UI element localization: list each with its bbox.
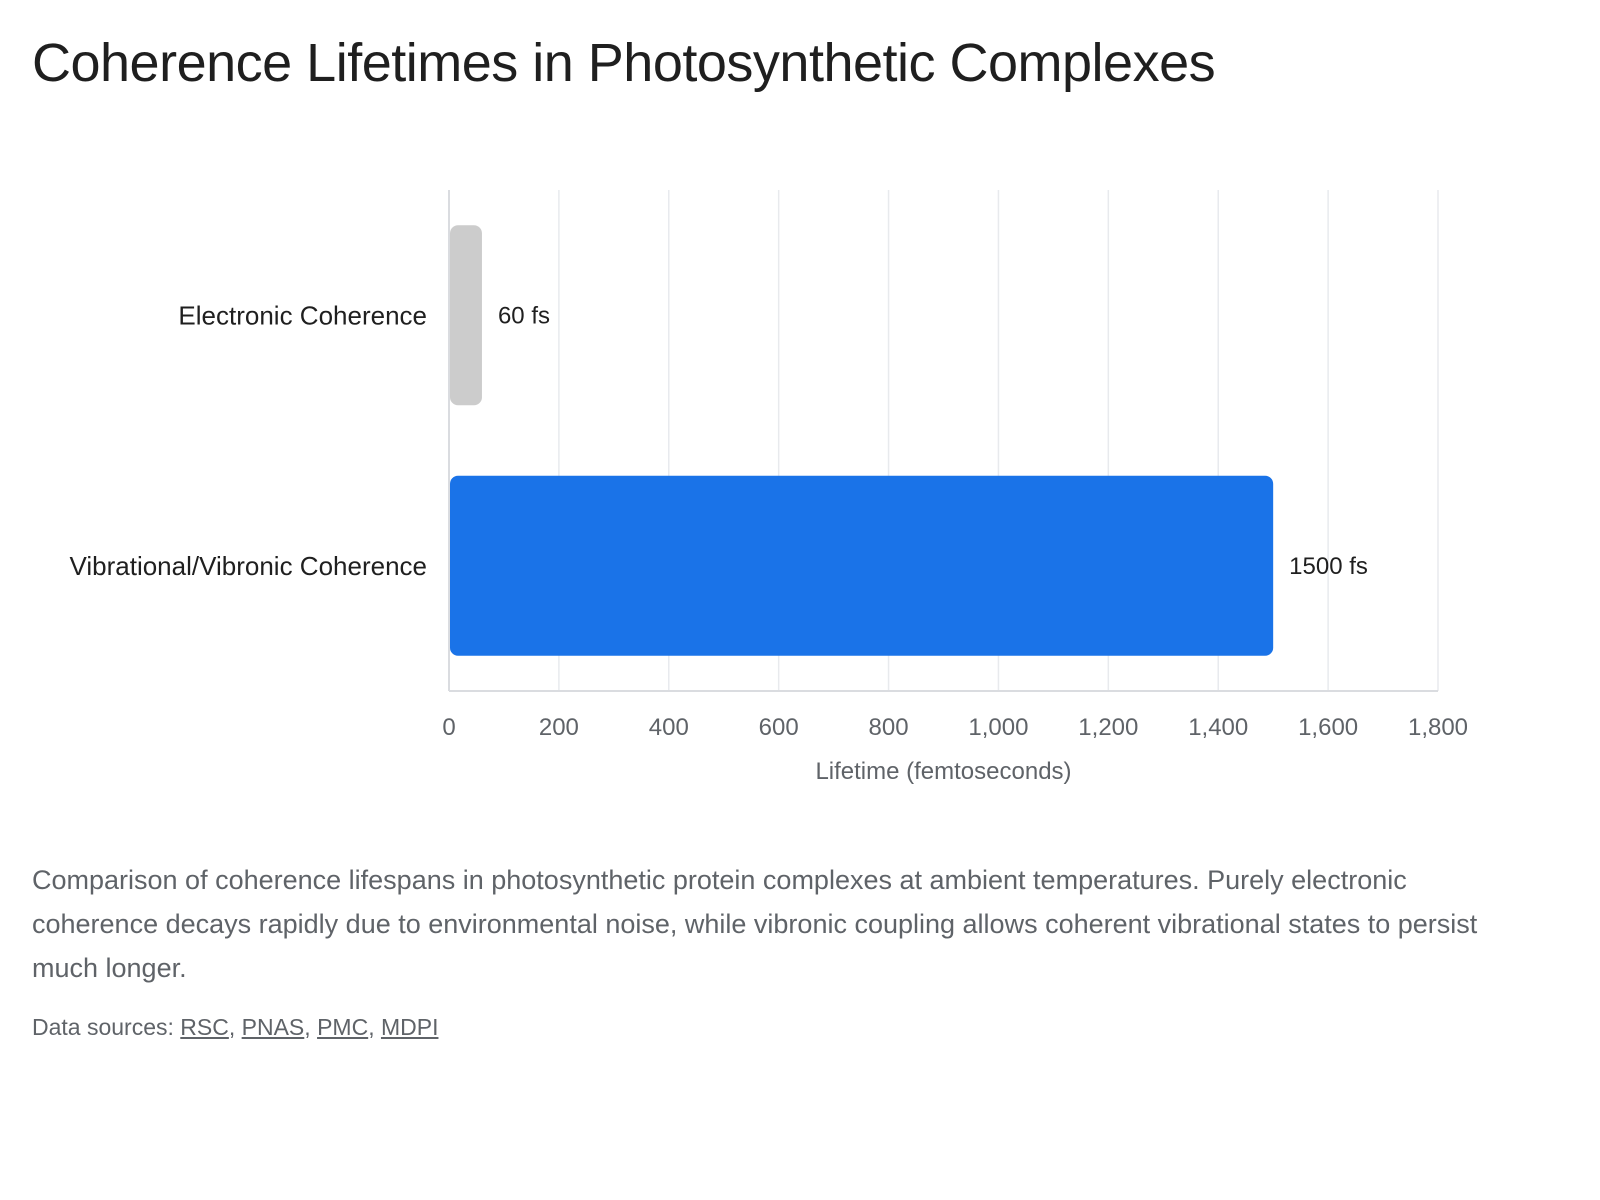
bar — [450, 225, 482, 406]
sources-separator: , — [304, 1014, 318, 1040]
bar-chart: Electronic Coherence Vibrational/Vibronic… — [70, 190, 1468, 785]
chart-container: Electronic Coherence Vibrational/Vibronic… — [0, 170, 1600, 810]
data-label: 60 fs — [498, 302, 550, 329]
source-link-pnas[interactable]: PNAS — [241, 1014, 305, 1040]
bars — [450, 225, 1274, 656]
sources-separator: , — [228, 1014, 242, 1040]
category-label: Vibrational/Vibronic Coherence — [70, 551, 428, 581]
x-tick-label: 600 — [759, 714, 799, 741]
data-sources: Data sources: RSC, PNAS, PMC, MDPI — [32, 1014, 438, 1041]
page-title: Coherence Lifetimes in Photosynthetic Co… — [32, 33, 1216, 93]
value-labels: 60 fs 1500 fs — [498, 302, 1368, 580]
category-labels: Electronic Coherence Vibrational/Vibronic… — [70, 300, 428, 581]
x-axis: 0 200 400 600 800 1,000 1,200 1,400 1,600 1,800 — [442, 190, 1468, 741]
x-tick-label: 1,000 — [968, 714, 1028, 741]
chart-caption: Comparison of coherence lifespans in pho… — [32, 865, 1478, 983]
x-tick-label: 0 — [442, 714, 455, 741]
grid-lines — [448, 190, 1439, 691]
sources-prefix: Data sources: — [32, 1014, 181, 1040]
category-label: Electronic Coherence — [178, 300, 427, 330]
x-axis-title: Lifetime (femtoseconds) — [815, 758, 1071, 785]
x-tick-label: 1,200 — [1078, 714, 1138, 741]
bar — [450, 475, 1274, 656]
x-tick-label: 800 — [869, 714, 909, 741]
data-label: 1500 fs — [1289, 553, 1368, 580]
sources-separator: , — [368, 1014, 381, 1040]
x-tick-label: 1,800 — [1408, 714, 1468, 741]
x-tick-label: 1,600 — [1298, 714, 1358, 741]
x-tick-label: 200 — [539, 714, 579, 741]
source-link-mdpi[interactable]: MDPI — [380, 1014, 439, 1040]
x-tick-label: 400 — [649, 714, 689, 741]
source-link-rsc[interactable]: RSC — [180, 1014, 229, 1040]
source-link-pmc[interactable]: PMC — [317, 1014, 369, 1040]
x-tick-label: 1,400 — [1188, 714, 1248, 741]
